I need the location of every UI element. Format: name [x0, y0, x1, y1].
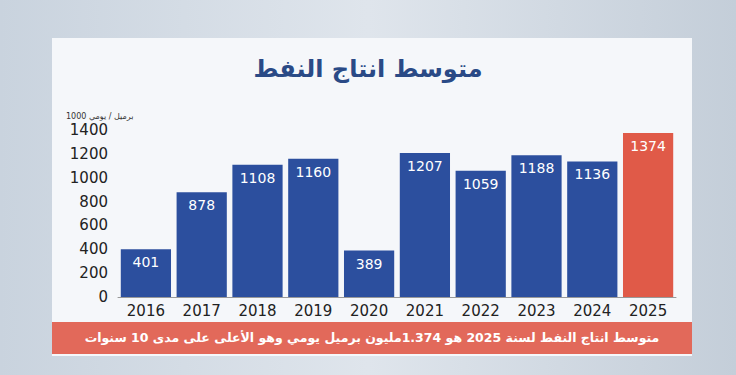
svg-text:1200: 1200	[70, 145, 108, 163]
svg-text:2019: 2019	[294, 302, 332, 320]
svg-text:1136: 1136	[574, 166, 610, 182]
svg-text:389: 389	[356, 256, 383, 272]
svg-text:1000: 1000	[70, 169, 108, 187]
svg-text:2020: 2020	[350, 302, 388, 320]
svg-text:400: 400	[79, 240, 108, 258]
svg-text:1108: 1108	[240, 170, 276, 186]
svg-text:2016: 2016	[127, 302, 165, 320]
svg-text:200: 200	[79, 264, 108, 282]
svg-text:2018: 2018	[238, 302, 276, 320]
svg-text:600: 600	[79, 216, 108, 234]
svg-text:800: 800	[79, 193, 108, 211]
svg-text:متوسط انتاج النفط: متوسط انتاج النفط	[253, 55, 482, 83]
html-text:متوسط انتاج النفط لسنة 2025 هو: متوسط انتاج النفط لسنة 2025 هو 1.374مليو…	[84, 330, 660, 345]
svg-text:1188: 1188	[519, 160, 555, 176]
svg-text:2025: 2025	[629, 302, 667, 320]
svg-text:2024: 2024	[573, 302, 611, 320]
svg-text:1374: 1374	[630, 138, 666, 154]
svg-text:2022: 2022	[462, 302, 500, 320]
svg-text:401: 401	[133, 254, 160, 270]
svg-text:1059: 1059	[463, 176, 499, 192]
svg-text:2017: 2017	[183, 302, 221, 320]
svg-text:1000 برميل / يومي: 1000 برميل / يومي	[66, 112, 133, 121]
svg-text:2023: 2023	[517, 302, 555, 320]
svg-text:1207: 1207	[407, 158, 443, 174]
svg-text:1160: 1160	[295, 164, 331, 180]
svg-text:878: 878	[188, 197, 215, 213]
svg-text:2021: 2021	[406, 302, 444, 320]
svg-text:0: 0	[98, 288, 108, 306]
svg-text:1400: 1400	[70, 121, 108, 139]
